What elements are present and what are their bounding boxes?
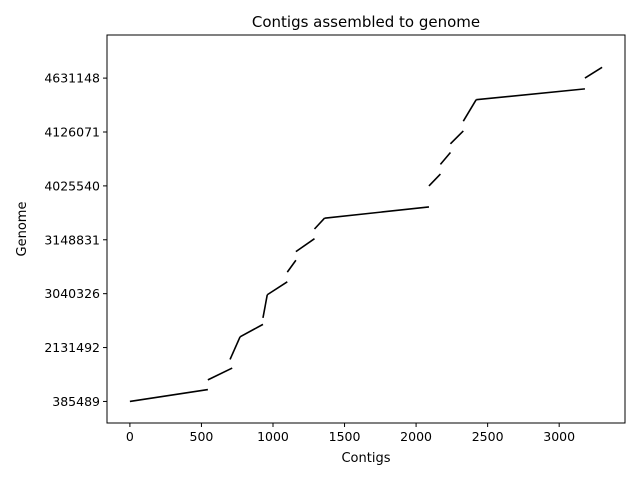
contig-segment-3 bbox=[239, 323, 264, 338]
y-tick-label-1: 2131492 bbox=[44, 340, 100, 355]
contig-segment-8 bbox=[313, 217, 326, 230]
y-tick-label-3: 3148831 bbox=[44, 232, 100, 247]
contig-segment-6 bbox=[286, 259, 297, 273]
contig-segment-0 bbox=[129, 388, 209, 403]
contig-segment-10 bbox=[428, 173, 441, 187]
x-axis-label: Contigs bbox=[341, 451, 390, 466]
contig-segment-1 bbox=[207, 367, 233, 381]
x-tick-label-0: 0 bbox=[126, 429, 134, 444]
contig-segment-4 bbox=[262, 294, 269, 319]
contig-segment-15 bbox=[584, 66, 603, 79]
x-tick-label-6: 3000 bbox=[543, 429, 575, 444]
x-tick-label-1: 500 bbox=[190, 429, 214, 444]
contig-segment-9 bbox=[324, 206, 430, 220]
y-axis-label: Genome bbox=[15, 202, 30, 257]
x-tick-label-5: 2500 bbox=[472, 429, 504, 444]
x-axis: 0 500 1000 1500 2000 2500 3000 bbox=[126, 423, 575, 444]
x-tick-label-2: 1000 bbox=[257, 429, 289, 444]
y-tick-label-2: 3040326 bbox=[44, 286, 100, 301]
data-layer bbox=[129, 66, 603, 403]
plot-frame bbox=[106, 34, 626, 424]
y-tick-label-6: 4631148 bbox=[44, 71, 100, 86]
contig-segment-14 bbox=[476, 88, 586, 101]
x-tick-label-3: 1500 bbox=[329, 429, 361, 444]
y-tick-label-4: 4025540 bbox=[44, 178, 100, 193]
chart-title: Contigs assembled to genome bbox=[252, 13, 480, 31]
contig-segment-7 bbox=[295, 238, 315, 253]
y-axis: 385489 2131492 3040326 3148831 4025540 412607… bbox=[44, 71, 107, 409]
y-tick-label-5: 4126071 bbox=[44, 125, 100, 140]
contig-segment-2 bbox=[229, 336, 241, 360]
y-tick-label-0: 385489 bbox=[52, 394, 100, 409]
contig-segment-5 bbox=[266, 281, 288, 296]
contig-segment-13 bbox=[462, 99, 477, 122]
x-tick-label-4: 2000 bbox=[400, 429, 432, 444]
contig-segment-12 bbox=[449, 130, 464, 145]
contig-segment-11 bbox=[439, 151, 452, 165]
